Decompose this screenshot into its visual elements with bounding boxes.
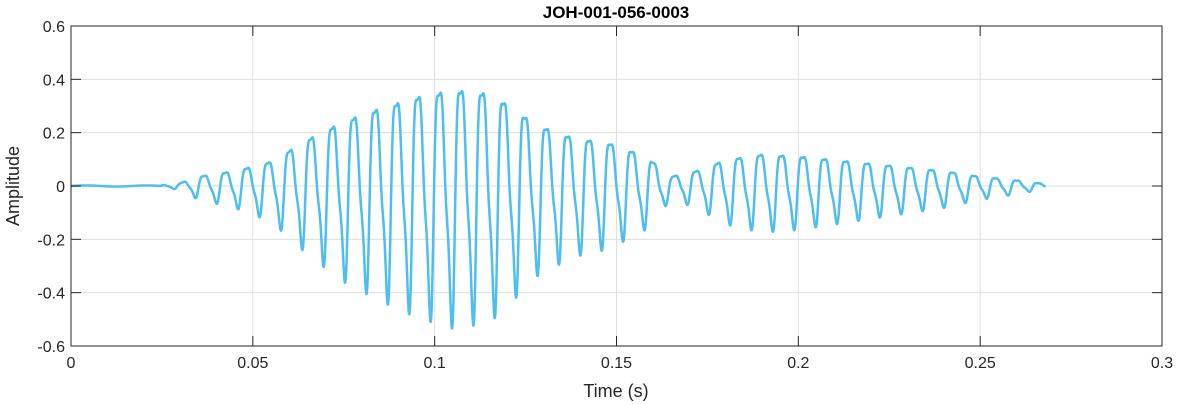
y-tick-label: -0.4 — [37, 286, 65, 303]
y-tick-label: 0.2 — [43, 126, 65, 143]
x-tick-label: 0.05 — [237, 355, 268, 372]
y-tick-label: 0.6 — [43, 19, 65, 36]
y-tick-labels: 0.6 0.4 0.2 0 -0.2 -0.4 -0.6 — [37, 19, 65, 356]
y-axis-label: Amplitude — [3, 146, 23, 226]
x-tick-label: 0.15 — [601, 355, 632, 372]
x-tick-label: 0.1 — [424, 355, 446, 372]
y-tick-label: 0.4 — [43, 72, 65, 89]
series-line — [69, 89, 1047, 330]
chart-title: JOH-001-056-0003 — [543, 3, 689, 22]
x-tick-label: 0 — [67, 355, 76, 372]
series-group — [69, 89, 1047, 330]
x-tick-labels: 0 0.05 0.1 0.15 0.2 0.25 0.3 — [67, 355, 1174, 372]
x-tick-label: 0.25 — [965, 355, 996, 372]
x-tick-label: 0.3 — [1151, 355, 1173, 372]
y-tick-label: 0 — [56, 179, 65, 196]
y-tick-label: -0.2 — [37, 232, 65, 249]
x-axis-label: Time (s) — [583, 381, 648, 401]
tick-marks — [70, 25, 1163, 347]
y-tick-label: -0.6 — [37, 339, 65, 356]
x-tick-label: 0.2 — [787, 355, 809, 372]
